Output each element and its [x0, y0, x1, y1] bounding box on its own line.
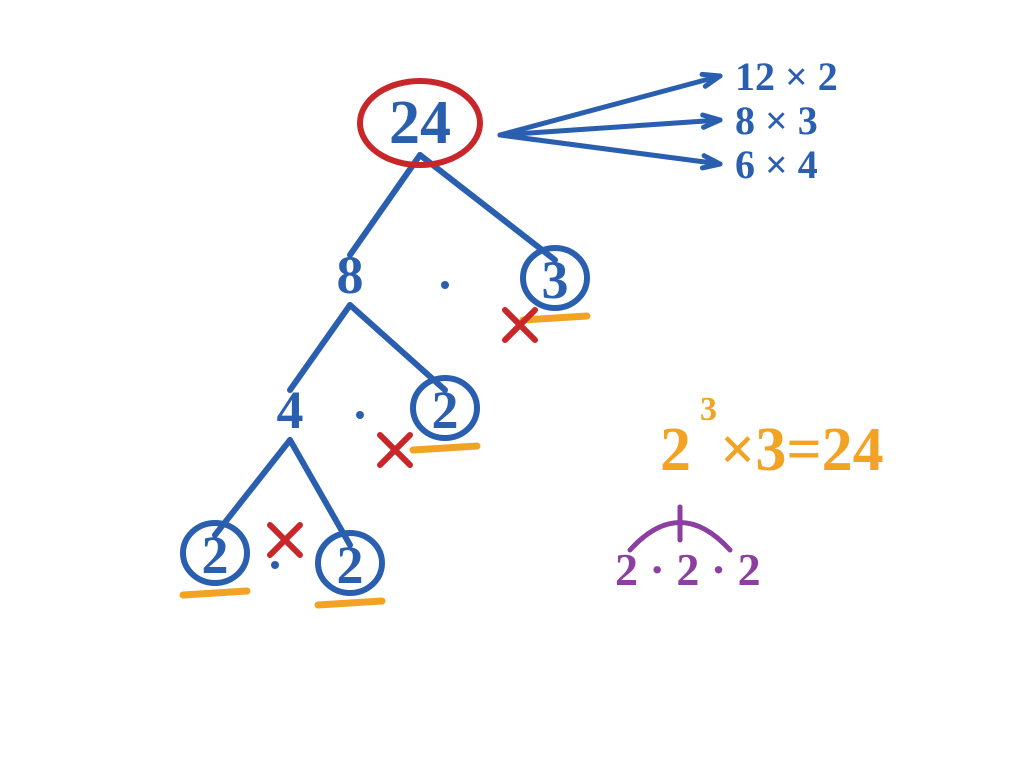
factor-pair-2: 6 × 4	[735, 142, 818, 187]
tree-node-label-n3: 3	[542, 250, 569, 310]
tree-node-label-root: 24	[389, 89, 451, 157]
tree-node-label-n2b: 2	[202, 525, 229, 585]
tree-node-n4: 4	[277, 380, 304, 440]
tree-node-label-n4: 4	[277, 380, 304, 440]
tree-node-label-n2a: 2	[432, 380, 459, 440]
tree-node-label-n8: 8	[337, 245, 364, 305]
tree-node-n8: 8	[337, 245, 364, 305]
result-expansion: 2 · 2 · 2	[615, 544, 761, 595]
result-rest: ×3=24	[720, 416, 884, 484]
factor-pair-0: 12 × 2	[735, 54, 838, 99]
result-base: 2	[660, 416, 691, 484]
tree-node-label-n2c: 2	[337, 535, 364, 595]
factor-pair-1: 8 × 3	[735, 98, 818, 143]
result-exponent: 3	[700, 391, 717, 428]
